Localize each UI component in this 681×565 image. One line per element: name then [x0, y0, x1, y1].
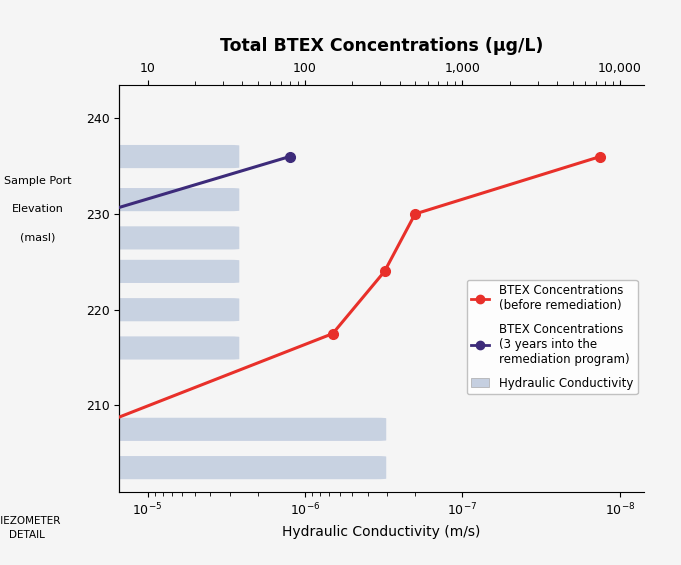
Text: PIEZOMETER
DETAIL: PIEZOMETER DETAIL: [0, 516, 61, 540]
Title: Total BTEX Concentrations (μg/L): Total BTEX Concentrations (μg/L): [220, 37, 543, 55]
FancyBboxPatch shape: [110, 227, 239, 250]
Legend: BTEX Concentrations
(before remediation), BTEX Concentrations
(3 years into the
: BTEX Concentrations (before remediation)…: [466, 280, 637, 394]
FancyBboxPatch shape: [110, 336, 239, 359]
Text: (masl): (masl): [20, 232, 55, 242]
FancyBboxPatch shape: [110, 298, 239, 321]
Text: Elevation: Elevation: [12, 204, 63, 214]
FancyBboxPatch shape: [110, 145, 239, 168]
FancyBboxPatch shape: [110, 418, 386, 441]
FancyBboxPatch shape: [110, 260, 239, 283]
Text: Sample Port: Sample Port: [3, 176, 72, 186]
FancyBboxPatch shape: [110, 456, 386, 479]
X-axis label: Hydraulic Conductivity (m/s): Hydraulic Conductivity (m/s): [282, 525, 481, 539]
FancyBboxPatch shape: [110, 188, 239, 211]
